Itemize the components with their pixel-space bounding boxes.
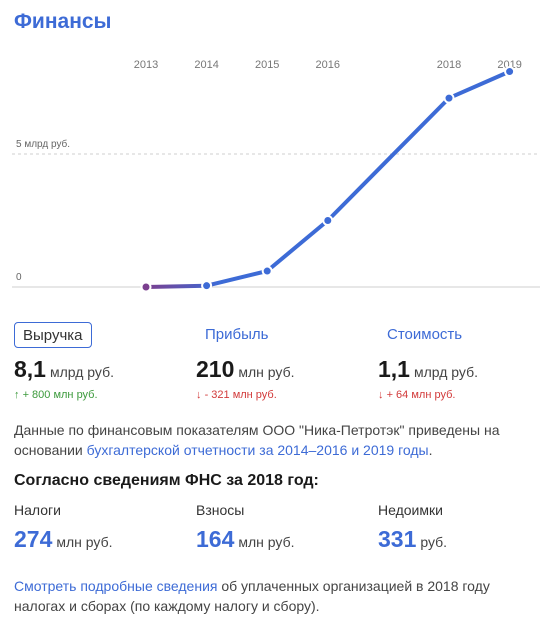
data-point [201, 280, 213, 292]
details-link[interactable]: Смотреть подробные сведения [14, 578, 218, 594]
metric-profit[interactable]: Прибыль 210 млн руб. ↓ - 321 млн руб. [196, 322, 376, 401]
x-tick-label: 2019 [497, 59, 521, 71]
metric-tab-revenue[interactable]: Выручка [14, 322, 92, 348]
x-tick-label: 2013 [134, 59, 158, 71]
tax-number: 164 [196, 526, 235, 552]
x-tick-label: 2014 [194, 59, 218, 71]
x-tick-label: 2016 [316, 59, 340, 71]
metric-value: 8,1 млрд руб. [14, 356, 194, 383]
note-text-end: . [428, 442, 433, 458]
metric-delta: ↓ + 64 млн руб. [378, 389, 558, 401]
tax-item-arrears: Недоимки 331 руб. [378, 502, 558, 553]
data-point [140, 281, 152, 293]
metric-value: 210 млн руб. [196, 356, 376, 383]
tax-value: 274 млн руб. [14, 526, 194, 553]
arrow-down-icon: ↓ [196, 389, 202, 401]
details-footer: Смотреть подробные сведения об уплаченны… [14, 576, 524, 616]
metric-delta-text: + 800 млн руб. [22, 389, 98, 401]
tax-unit: млн руб. [238, 534, 295, 550]
metric-unit: млн руб. [238, 364, 295, 380]
y-tick-label: 0 [16, 272, 22, 283]
series-line [144, 69, 512, 289]
tax-unit: млн руб. [56, 534, 113, 550]
metric-delta-text: - 321 млн руб. [204, 389, 277, 401]
metric-number: 1,1 [378, 356, 410, 382]
section-title: Финансы [14, 10, 112, 33]
metrics-row: Выручка 8,1 млрд руб. ↑ + 800 млн руб. Пр… [0, 322, 558, 412]
tax-item-contributions: Взносы 164 млн руб. [196, 502, 376, 553]
tax-label: Взносы [196, 502, 245, 518]
footer-text: об уплаченных организацией в 2018 году н… [14, 578, 490, 614]
metric-revenue[interactable]: Выручка 8,1 млрд руб. ↑ + 800 млн руб. [14, 322, 194, 401]
revenue-chart: 0 5 млрд руб. 2013 2014 2015 2016 2018 2019 [12, 59, 540, 293]
data-source-note: Данные по финансовым показателям ООО "Ни… [14, 420, 514, 460]
x-tick-label: 2018 [437, 59, 461, 71]
tax-value: 331 руб. [378, 526, 558, 553]
tax-value: 164 млн руб. [196, 526, 376, 553]
metric-delta: ↑ + 800 млн руб. [14, 389, 194, 401]
tax-item-taxes: Налоги 274 млн руб. [14, 502, 194, 553]
data-point [504, 66, 516, 78]
fns-heading: Согласно сведениям ФНС за 2018 год: [14, 472, 319, 489]
metric-tab-cost[interactable]: Стоимость [387, 326, 463, 343]
metric-unit: млрд руб. [49, 364, 114, 380]
data-point [261, 265, 273, 277]
tax-label: Недоимки [378, 502, 443, 518]
tax-label: Налоги [14, 502, 61, 518]
tax-number: 331 [378, 526, 417, 552]
tax-number: 274 [14, 526, 53, 552]
data-point [322, 215, 334, 226]
metric-unit: млрд руб. [413, 364, 478, 380]
x-tick-label: 2015 [255, 59, 279, 71]
metric-value-cost[interactable]: Стоимость 1,1 млрд руб. ↓ + 64 млн руб. [378, 322, 558, 401]
metric-number: 210 [196, 356, 235, 382]
metric-tab-profit[interactable]: Прибыль [205, 326, 269, 343]
metric-value: 1,1 млрд руб. [378, 356, 558, 383]
data-point [443, 92, 455, 104]
metric-delta-text: + 64 млн руб. [386, 389, 456, 401]
metric-delta: ↓ - 321 млн руб. [196, 389, 376, 401]
fns-taxes-row: Налоги 274 млн руб. Взносы 164 млн руб. Не… [0, 502, 558, 562]
tax-unit: руб. [420, 534, 448, 550]
accounting-report-link[interactable]: бухгалтерской отчетности за 2014–2016 и … [86, 442, 429, 458]
y-tick-label: 5 млрд руб. [16, 138, 70, 150]
arrow-up-icon: ↑ [14, 389, 20, 401]
metric-number: 8,1 [14, 356, 46, 382]
arrow-down-icon: ↓ [378, 389, 384, 401]
note-text: Данные по финансовым показателям ООО "Ни… [14, 422, 500, 458]
